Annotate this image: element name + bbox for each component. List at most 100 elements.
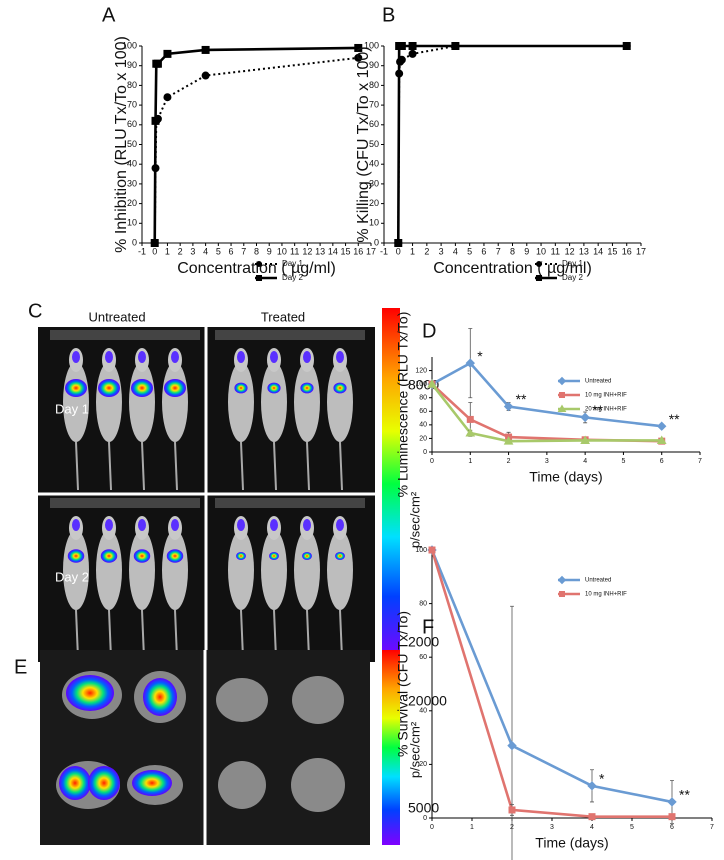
lung-signal [164, 379, 186, 397]
lung-signal [300, 382, 314, 394]
marker [163, 49, 172, 58]
lung-signal [131, 379, 153, 397]
stage [50, 330, 200, 340]
y-tick-label: 40 [419, 708, 427, 715]
legend-label: Day 2 [562, 273, 583, 282]
x-tick-label: 2 [178, 246, 183, 256]
annotation: ** [679, 787, 690, 803]
y-tick-label: 60 [127, 119, 137, 129]
y-tick-label: 90 [127, 60, 137, 70]
mouse-signal [105, 351, 113, 363]
lung-signal [100, 549, 118, 563]
row-label: Day 2 [55, 569, 89, 584]
mouse-signal [270, 519, 278, 531]
lung-signal [98, 379, 120, 397]
x-tick-label: 10 [277, 246, 287, 256]
y-axis-label: % Inhibition (RLU Tx/To x 100) [113, 36, 130, 253]
x-tick-label: 5 [621, 458, 625, 465]
x-tick-label: 6 [229, 246, 234, 256]
mouse-signal [237, 351, 245, 363]
marker [451, 42, 460, 50]
mouse-images [38, 327, 375, 662]
stage [215, 498, 365, 508]
annotation: ** [516, 391, 527, 407]
marker [580, 435, 591, 444]
column-label: Untreated [88, 309, 145, 324]
y-tick-label: 20 [369, 198, 379, 208]
marker [428, 546, 436, 554]
legend-marker [557, 575, 567, 585]
x-axis-label: Time (days) [535, 835, 608, 851]
lung-signal [234, 382, 248, 394]
x-tick-label: 13 [315, 246, 325, 256]
mouse-tail [174, 441, 178, 491]
x-tick-label: 1 [470, 824, 474, 831]
x-tick-label: 3 [190, 246, 195, 256]
x-tick-label: 3 [545, 458, 549, 465]
legend-label: Untreated [585, 379, 611, 385]
lung-images [56, 671, 345, 812]
annotation: * [477, 348, 483, 364]
marker [657, 421, 667, 431]
row-label: Day 1 [55, 401, 89, 416]
x-tick-label: 14 [593, 246, 603, 256]
x-tick-label: 1 [165, 246, 170, 256]
signal [88, 766, 120, 800]
mouse-signal [237, 519, 245, 531]
y-tick-label: 20 [419, 435, 427, 442]
mouse-body [228, 530, 254, 610]
panel-label: A [102, 4, 116, 26]
x-tick-label: 11 [290, 246, 299, 256]
x-tick-label: 5 [216, 246, 221, 256]
mouse-signal [303, 519, 311, 531]
x-tick-label: 14 [328, 246, 338, 256]
annotation: ** [592, 402, 603, 418]
mouse-tail [306, 441, 310, 491]
x-axis-label: Time (days) [529, 469, 602, 485]
marker [408, 42, 417, 50]
y-tick-label: 80 [419, 600, 427, 607]
x-tick-label: 2 [424, 246, 429, 256]
x-tick-label: 4 [453, 246, 458, 256]
mouse-body [129, 530, 155, 610]
legend-label: Day 1 [282, 259, 303, 268]
marker [466, 415, 474, 423]
marker [354, 43, 363, 52]
x-axis-label: Concentration ( µg/ml) [177, 260, 336, 277]
x-tick-label: -1 [138, 246, 146, 256]
mouse-tail [240, 441, 244, 491]
y-tick-label: 40 [419, 422, 427, 429]
mouse-signal [105, 519, 113, 531]
marker [163, 93, 172, 102]
legend-marker [536, 261, 542, 267]
marker [508, 806, 516, 814]
marker [150, 239, 159, 247]
x-tick-label: -1 [380, 246, 388, 256]
y-tick-label: 0 [423, 815, 427, 822]
colorbar [382, 650, 400, 845]
mouse-signal [72, 519, 80, 531]
x-tick-label: 3 [550, 824, 554, 831]
panel-label: B [382, 4, 395, 26]
y-tick-label: 70 [127, 99, 137, 109]
y-tick-label: 10 [127, 218, 137, 228]
legend-label: Untreated [585, 578, 611, 584]
x-tick-label: 6 [670, 824, 674, 831]
mouse-body [294, 530, 320, 610]
x-tick-label: 12 [302, 246, 312, 256]
signal [59, 766, 91, 800]
colorbar-tick-label: 20000 [408, 693, 447, 709]
legend-label: 10 mg INH+RIF [585, 592, 627, 598]
signal [132, 770, 172, 796]
marker [507, 740, 517, 751]
mouse-signal [171, 519, 179, 531]
y-tick-label: 60 [369, 119, 379, 129]
colorbar [382, 308, 400, 660]
lung [218, 761, 266, 809]
x-tick-label: 5 [467, 246, 472, 256]
y-tick-label: 30 [369, 178, 379, 188]
x-tick-label: 0 [430, 824, 434, 831]
series-line [153, 46, 359, 244]
mouse-signal [336, 519, 344, 531]
x-tick-label: 7 [710, 824, 714, 831]
